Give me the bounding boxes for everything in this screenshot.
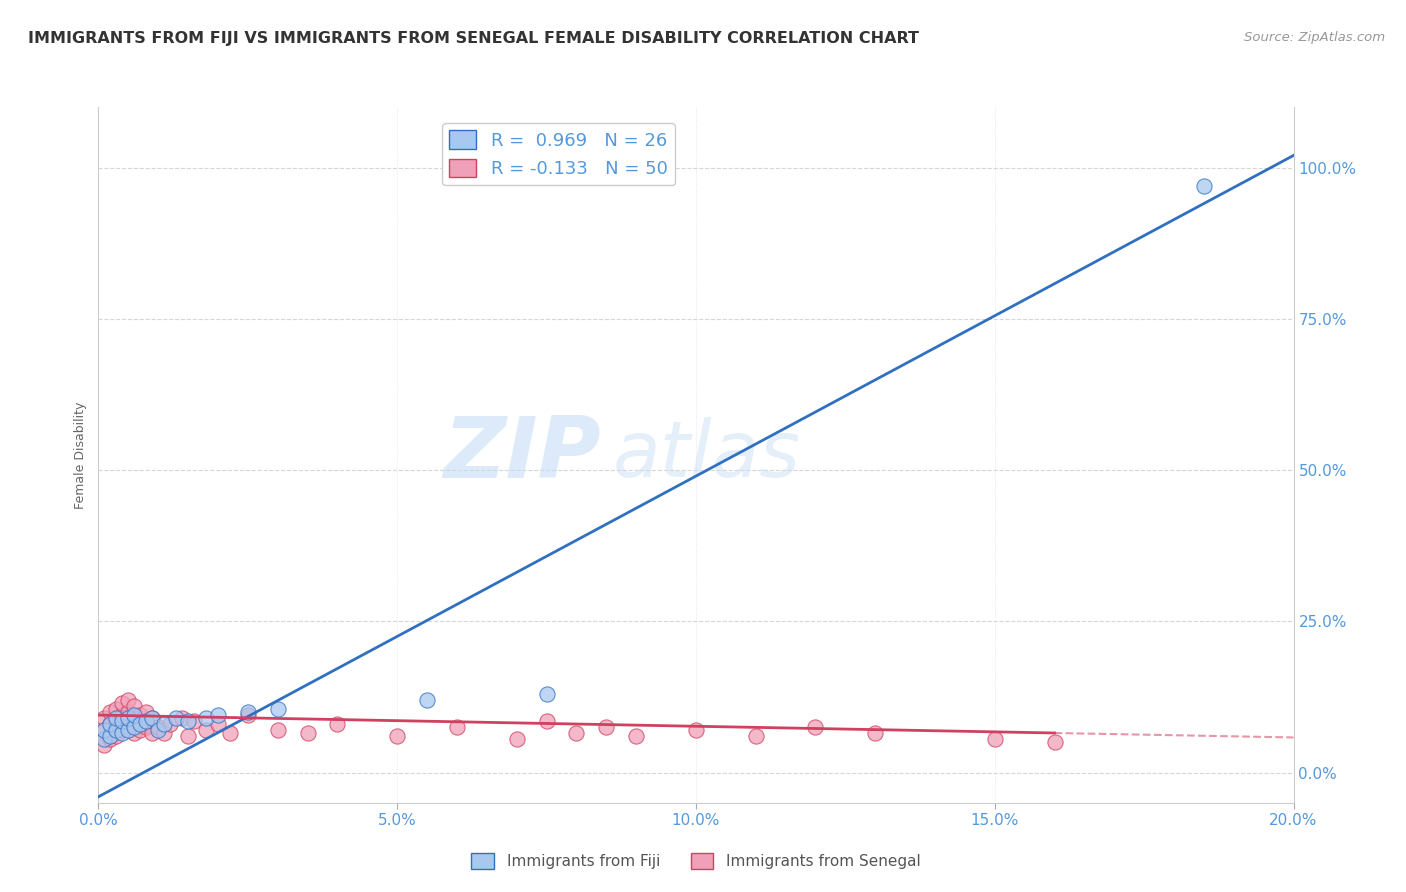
- Point: [416, 693, 439, 707]
- Point: [93, 711, 115, 725]
- Text: ZIP: ZIP: [443, 413, 600, 497]
- Legend: Immigrants from Fiji, Immigrants from Senegal: Immigrants from Fiji, Immigrants from Se…: [465, 847, 927, 875]
- Point: [148, 723, 170, 738]
- Point: [135, 720, 157, 734]
- Point: [153, 717, 176, 731]
- Point: [385, 729, 409, 743]
- Point: [565, 726, 588, 740]
- Point: [506, 732, 529, 747]
- Point: [626, 729, 648, 743]
- Point: [207, 717, 229, 731]
- Point: [129, 717, 152, 731]
- Point: [804, 720, 827, 734]
- Point: [177, 729, 200, 743]
- Point: [595, 720, 617, 734]
- Point: [124, 720, 146, 734]
- Point: [745, 729, 768, 743]
- Point: [117, 723, 139, 738]
- Point: [111, 714, 134, 728]
- Point: [536, 714, 558, 728]
- Point: [236, 708, 259, 723]
- Point: [129, 708, 152, 723]
- Point: [195, 711, 218, 725]
- Point: [100, 717, 122, 731]
- Point: [93, 739, 115, 753]
- Point: [105, 714, 128, 728]
- Point: [536, 687, 558, 701]
- Point: [153, 726, 176, 740]
- Point: [267, 723, 290, 738]
- Point: [141, 711, 163, 725]
- Point: [111, 708, 134, 723]
- Point: [207, 708, 229, 723]
- Point: [135, 705, 157, 719]
- Point: [124, 698, 146, 713]
- Point: [1192, 178, 1215, 193]
- Point: [117, 711, 139, 725]
- Point: [177, 714, 200, 728]
- Point: [100, 729, 122, 743]
- Y-axis label: Female Disability: Female Disability: [75, 401, 87, 508]
- Point: [159, 717, 181, 731]
- Point: [124, 708, 146, 723]
- Point: [141, 711, 163, 725]
- Point: [984, 732, 1007, 747]
- Point: [124, 726, 146, 740]
- Point: [100, 705, 122, 719]
- Point: [124, 711, 146, 725]
- Point: [100, 717, 122, 731]
- Point: [165, 711, 187, 725]
- Point: [111, 726, 134, 740]
- Point: [446, 720, 468, 734]
- Point: [93, 723, 115, 738]
- Point: [117, 705, 139, 719]
- Point: [111, 723, 134, 738]
- Text: atlas: atlas: [613, 417, 800, 493]
- Point: [172, 711, 194, 725]
- Point: [105, 729, 128, 743]
- Point: [1043, 735, 1066, 749]
- Point: [219, 726, 242, 740]
- Point: [93, 732, 115, 747]
- Point: [93, 723, 115, 738]
- Point: [297, 726, 319, 740]
- Point: [148, 720, 170, 734]
- Point: [100, 732, 122, 747]
- Text: IMMIGRANTS FROM FIJI VS IMMIGRANTS FROM SENEGAL FEMALE DISABILITY CORRELATION CH: IMMIGRANTS FROM FIJI VS IMMIGRANTS FROM …: [28, 31, 920, 46]
- Point: [117, 693, 139, 707]
- Text: Source: ZipAtlas.com: Source: ZipAtlas.com: [1244, 31, 1385, 45]
- Point: [105, 723, 128, 738]
- Point: [117, 720, 139, 734]
- Point: [141, 726, 163, 740]
- Point: [195, 723, 218, 738]
- Point: [129, 723, 152, 738]
- Point: [267, 702, 290, 716]
- Point: [685, 723, 707, 738]
- Point: [236, 705, 259, 719]
- Point: [135, 714, 157, 728]
- Point: [111, 696, 134, 710]
- Point: [105, 702, 128, 716]
- Point: [326, 717, 349, 731]
- Point: [865, 726, 887, 740]
- Point: [105, 711, 128, 725]
- Point: [183, 714, 205, 728]
